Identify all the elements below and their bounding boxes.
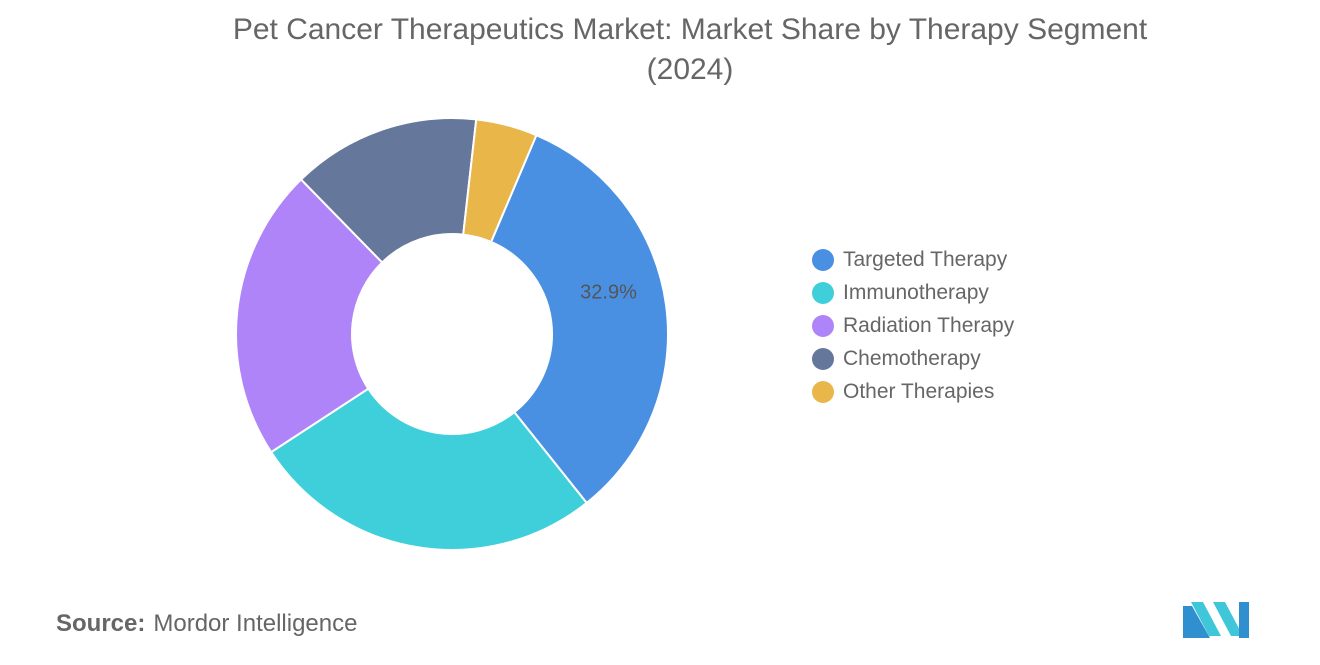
chart-title-line-1: Pet Cancer Therapeutics Market: Market S… [232, 13, 1148, 46]
legend-label: Targeted Therapy [843, 247, 1008, 271]
chart-title: Pet Cancer Therapeutics Market: Market S… [0, 10, 1320, 90]
source-note: Source: Mordor Intelligence [56, 610, 357, 638]
legend-item: Immunotherapy [812, 276, 1014, 309]
source-label: Source: [56, 610, 146, 637]
chart-legend: Targeted Therapy Immunotherapy Radiation T… [812, 243, 1014, 408]
legend-label: Radiation Therapy [843, 313, 1015, 337]
data-label: 32.9% [580, 282, 637, 304]
legend-item: Targeted Therapy [812, 243, 1014, 276]
legend-item: Radiation Therapy [812, 309, 1014, 342]
chart-title-line-2: (2024) [646, 53, 734, 86]
legend-item: Chemotherapy [812, 342, 1014, 375]
source-text: Mordor Intelligence [153, 610, 358, 637]
legend-swatch [812, 380, 834, 403]
legend-swatch [812, 248, 834, 271]
donut-slice-radiation-therapy [235, 178, 384, 454]
legend-label: Immunotherapy [843, 280, 989, 304]
legend-label: Chemotherapy [843, 346, 981, 370]
legend-item: Other Therapies [812, 375, 1014, 408]
legend-label: Other Therapies [843, 379, 995, 403]
legend-swatch [812, 347, 834, 370]
donut-slice-targeted-therapy [489, 133, 669, 505]
legend-swatch [812, 281, 834, 304]
mordor-intelligence-logo [1183, 602, 1249, 638]
donut-slice-other-therapies [462, 118, 538, 244]
donut-slice-immunotherapy [269, 387, 589, 551]
donut-slice-chemotherapy [299, 117, 478, 264]
legend-swatch [812, 314, 834, 337]
